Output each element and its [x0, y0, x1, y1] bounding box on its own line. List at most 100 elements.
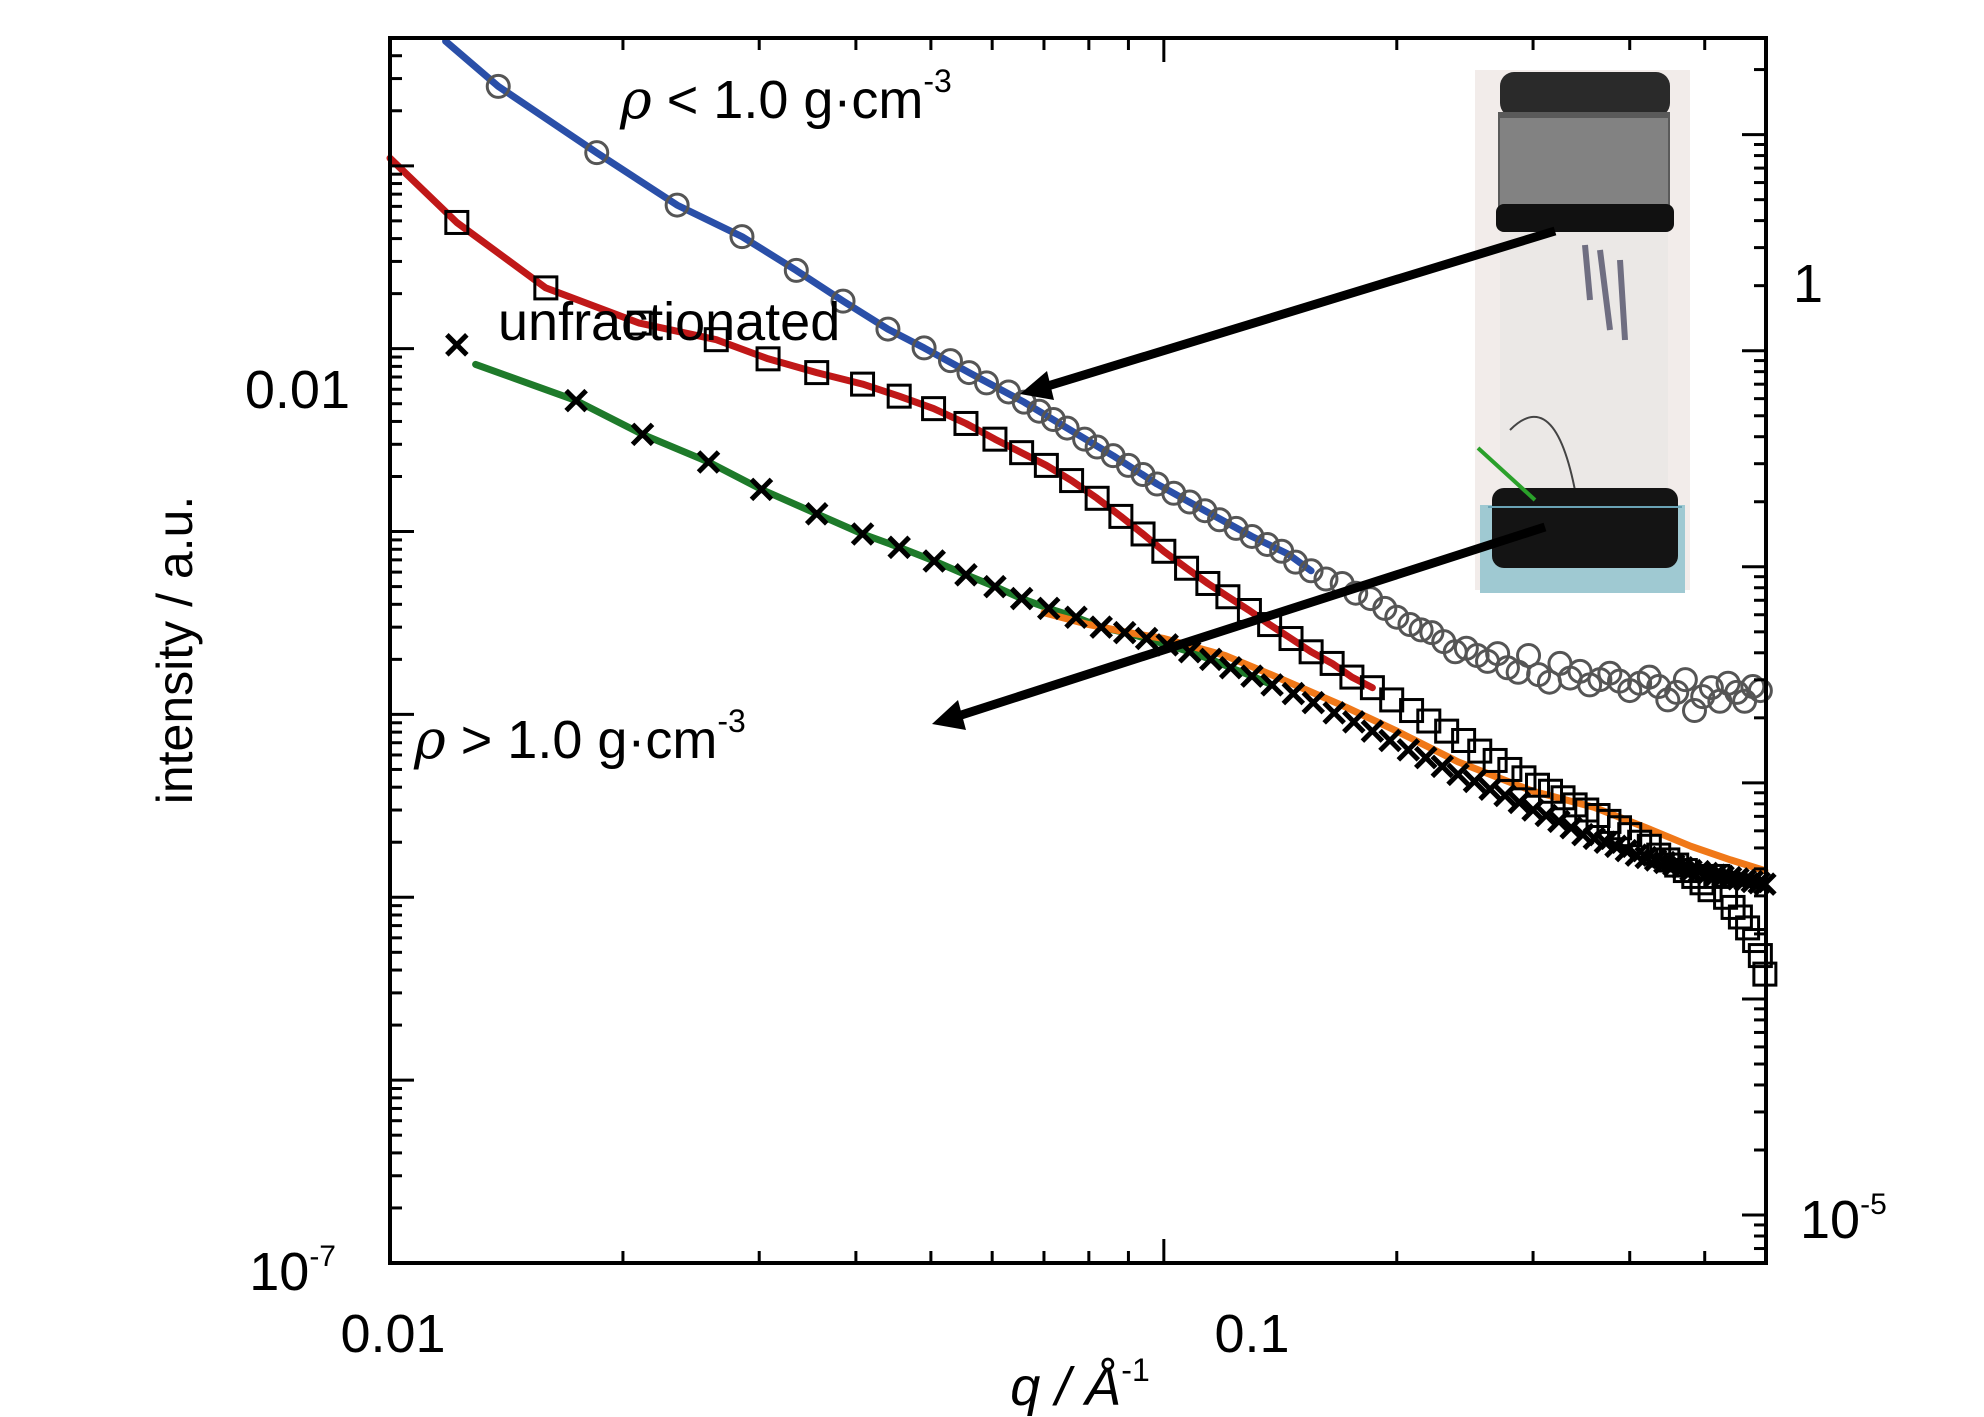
- data-point-cross: [1446, 762, 1470, 787]
- data-point-circle: [1516, 642, 1542, 668]
- rho-symbol: ρ: [619, 68, 652, 131]
- x-axis-label-exponent: -1: [1121, 1352, 1149, 1388]
- arrowhead-high-density: [932, 700, 966, 730]
- data-point-square: [1033, 452, 1059, 478]
- data-point-circle: [1397, 612, 1423, 638]
- data-point-circle: [783, 257, 809, 283]
- data-point-circle: [1313, 566, 1339, 592]
- data-point-cross: [850, 522, 875, 546]
- data-point-cross: [630, 422, 655, 447]
- data-point-cross: [1036, 596, 1061, 621]
- data-point-square: [1525, 772, 1551, 798]
- data-point-circle: [1223, 515, 1249, 541]
- data-point-cross: [1064, 605, 1088, 629]
- data-point-square: [1319, 650, 1345, 676]
- data-point-circle: [1715, 670, 1741, 696]
- x-axis-label: q / Å-1: [1010, 1352, 1150, 1417]
- data-point-cross: [1559, 815, 1583, 840]
- data-point-circle: [1681, 698, 1707, 724]
- y-left-tick-label-1e-7: 10-7: [249, 1240, 336, 1302]
- data-point-square: [1151, 538, 1177, 564]
- y-right-tick-label-1e-5: 10-5: [1800, 1188, 1887, 1250]
- data-point-cross: [1089, 615, 1113, 639]
- data-point-cross: [1413, 745, 1438, 770]
- data-point-square: [1482, 747, 1508, 773]
- data-point-circle: [974, 370, 1000, 396]
- data-point-circle: [830, 288, 856, 314]
- data-point-circle: [584, 140, 610, 166]
- data-point-circle: [729, 224, 755, 250]
- data-point-square: [626, 310, 652, 336]
- data-point-cross: [1430, 754, 1455, 779]
- data-point-circle: [485, 73, 511, 99]
- annotation-low-density-text: < 1.0 g·cm: [652, 70, 924, 130]
- data-point-circle: [1655, 687, 1681, 713]
- rho-symbol: ρ: [413, 708, 446, 771]
- arrow-to-high-density: [950, 522, 1547, 723]
- data-point-circle: [1408, 617, 1434, 643]
- data-point-square: [1009, 440, 1035, 466]
- data-point-cross: [1199, 647, 1223, 672]
- data-point-circle: [1384, 604, 1410, 630]
- data-point-cross: [1360, 719, 1385, 743]
- annotation-high-density: ρ > 1.0 g·cm-3: [413, 703, 746, 771]
- data-point-cross: [1009, 586, 1034, 611]
- arrows: [932, 226, 1557, 730]
- y-left-tick-exponent: -7: [309, 1240, 336, 1273]
- data-point-cross: [1547, 809, 1571, 834]
- data-point-cross: [1507, 790, 1532, 815]
- data-point-cross: [1396, 738, 1421, 762]
- data-point-circle: [1298, 558, 1324, 584]
- data-point-square: [1278, 626, 1304, 652]
- data-point-circle: [875, 316, 901, 342]
- data-point-cross: [1260, 673, 1284, 697]
- data-point-circle: [1054, 415, 1080, 441]
- data-point-cross: [1112, 620, 1137, 645]
- data-point-cross: [564, 388, 588, 413]
- data-point-square: [1747, 943, 1773, 969]
- data-point-cross: [922, 549, 947, 573]
- data-point-circle: [1026, 398, 1052, 424]
- y-right-tick-base: 10: [1800, 1190, 1860, 1250]
- data-point-cross: [983, 574, 1007, 599]
- data-point-cross: [1322, 701, 1346, 725]
- x-tick-label-0.1: 0.1: [1214, 1304, 1289, 1364]
- data-point-circle: [1646, 674, 1672, 700]
- data-point-cross: [749, 477, 774, 502]
- data-point-circle: [1672, 667, 1698, 693]
- data-point-cross: [1281, 681, 1306, 706]
- data-point-cross: [1342, 710, 1366, 734]
- y-right-tick-label-1: 1: [1793, 254, 1823, 314]
- data-point-circle: [1698, 675, 1724, 701]
- data-point-cross: [1493, 783, 1517, 808]
- data-point-circle: [1747, 678, 1773, 704]
- data-point-cross: [1462, 769, 1487, 794]
- data-point-circle: [1690, 684, 1716, 710]
- data-point-circle: [1239, 523, 1265, 549]
- annotation-high-density-sup: -3: [717, 703, 745, 739]
- annotation-high-density-text: > 1.0 g·cm: [446, 710, 718, 770]
- data-point-square: [982, 426, 1008, 452]
- data-point-circle: [1664, 679, 1690, 705]
- data-point-square: [703, 327, 729, 353]
- data-point-circle: [1254, 531, 1280, 557]
- data-point-cross: [1240, 664, 1264, 688]
- data-point-square: [1538, 778, 1564, 804]
- data-point-square: [953, 410, 979, 436]
- data-point-square: [1195, 570, 1221, 596]
- y-right-tick-exponent: -5: [1860, 1188, 1887, 1221]
- data-point-square: [804, 360, 830, 386]
- data-point-cross: [1534, 803, 1558, 828]
- data-point-square: [755, 346, 781, 372]
- data-point-square: [1215, 584, 1241, 610]
- data-point-square: [1434, 718, 1460, 744]
- data-point-square: [850, 371, 876, 397]
- data-point-circle: [664, 192, 690, 218]
- fit-curve-unfractionated_fit: [386, 154, 1376, 692]
- data-point-cross: [445, 333, 469, 357]
- data-point-cross: [696, 450, 721, 474]
- x-tick-label-0.01: 0.01: [340, 1304, 445, 1364]
- data-point-circle: [1494, 655, 1520, 681]
- data-point-cross: [1378, 728, 1402, 753]
